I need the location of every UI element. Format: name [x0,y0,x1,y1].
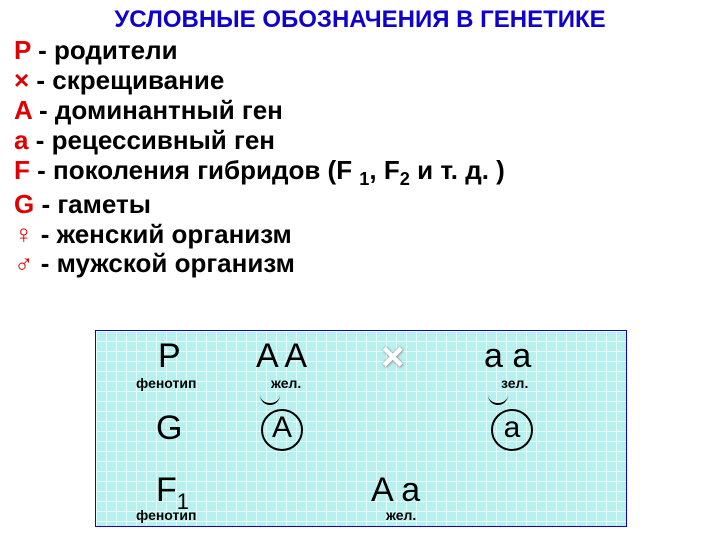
d-AA: A A [256,337,307,376]
d-Aa: A a [371,471,420,510]
gamete-A-label: A [261,409,303,451]
sym-male: ♂ [14,248,34,278]
d-pheno1: фенотип [136,375,196,391]
f-tail: и т. д. ) [410,155,505,185]
d-yellow1: жел. [271,375,301,391]
f-mid: , F [369,155,399,185]
d-F1-letter: F [156,471,177,509]
page-title: УСЛОВНЫЕ ОБОЗНАЧЕНИЯ В ГЕНЕТИКЕ [0,0,720,34]
desc-G: - гаметы [34,189,151,219]
legend-row-G: G - гаметы [14,190,706,220]
sym-a: a [14,125,28,155]
legend-row-a: a - рецессивный ген [14,126,706,156]
sym-F: F [14,155,30,185]
legend-row-F: F - поколения гибридов (F 1, F2 и т. д. … [14,156,706,190]
d-green: зел. [501,375,528,391]
desc-female: - женский организм [34,219,292,249]
legend-row-p: P - родители [14,36,706,66]
desc-F: - поколения гибридов (F [30,155,359,185]
legend-row-male: ♂ - мужской организм [14,249,706,279]
genetics-diagram: P фенотип A A жел. × a a зел. G A a F1 ф… [95,330,627,527]
sym-p: P [14,35,31,65]
d-aa: a a [484,337,531,376]
sym-A: A [14,95,32,125]
desc-p: - родители [31,35,178,65]
gamete-a: a [491,409,533,451]
arc2 [488,393,508,405]
sym-female: ♀ [14,219,34,249]
d-pheno2: фенотип [136,507,196,523]
d-P: P [158,337,181,376]
legend-row-female: ♀ - женский организм [14,220,706,250]
desc-A: - доминантный ген [32,95,283,125]
f-sub1: 1 [359,169,369,189]
sym-cross: × [14,65,29,95]
sym-G: G [14,189,34,219]
legend-block: P - родители × - скрещивание A - доминан… [0,34,720,279]
gamete-A: A [261,409,303,451]
gamete-a-label: a [491,409,533,451]
legend-row-cross: × - скрещивание [14,66,706,96]
desc-cross: - скрещивание [29,65,224,95]
legend-row-A: A - доминантный ген [14,96,706,126]
d-G: G [156,409,182,448]
arc1 [260,393,280,405]
f-sub2: 2 [400,169,410,189]
desc-a: - рецессивный ген [28,125,275,155]
cross-icon: × [381,335,404,380]
d-yellow2: жел. [386,507,416,523]
desc-male: - мужской организм [34,248,295,278]
